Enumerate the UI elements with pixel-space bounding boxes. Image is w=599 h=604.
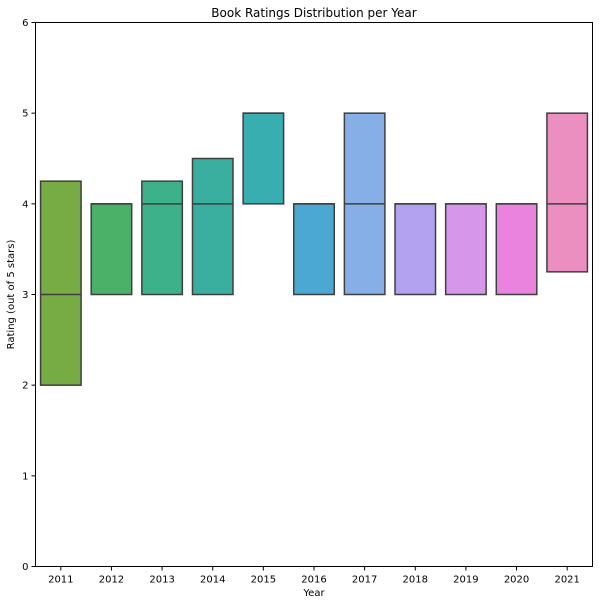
x-tick-label-2014: 2014: [200, 575, 225, 586]
box-2016: [292, 203, 336, 296]
x-tick-label-2016: 2016: [301, 575, 326, 586]
box-2021: [546, 112, 589, 273]
x-tick-label-2020: 2020: [504, 575, 529, 586]
y-tick-label: 3: [22, 290, 28, 301]
box-2019: [444, 203, 487, 296]
plot-frame: [35, 22, 593, 567]
boxes-layer: [39, 112, 589, 386]
y-tick-label: 5: [22, 109, 28, 120]
x-tick-label-2015: 2015: [251, 575, 276, 586]
y-tick-label: 1: [22, 471, 28, 482]
y-tick-label: 6: [22, 18, 28, 29]
x-axis: 2011 2012 2013 2014 2015 2016 2017 2018 2019 2020…: [48, 566, 580, 586]
x-tick-label-2012: 2012: [99, 575, 124, 586]
x-tick-label-2018: 2018: [403, 575, 428, 586]
x-tick-label-2021: 2021: [554, 575, 579, 586]
x-tick-label-2019: 2019: [453, 575, 478, 586]
box-2012: [90, 203, 133, 296]
box-2018: [394, 203, 437, 296]
box-2011: [39, 180, 82, 386]
y-axis-label: Rating (out of 5 stars): [6, 240, 17, 350]
x-tick-label-2013: 2013: [149, 575, 174, 586]
box-2015: [242, 112, 285, 205]
box-2020: [495, 203, 538, 296]
box-2013: [141, 180, 184, 296]
box-2014: [191, 157, 234, 296]
y-tick-label: 2: [22, 381, 28, 392]
x-axis-label: Year: [302, 588, 325, 599]
x-tick-label-2011: 2011: [48, 575, 73, 586]
y-axis: 0 1 2 3 4 5 6: [22, 18, 36, 573]
x-tick-label-2017: 2017: [352, 575, 377, 586]
chart-title: Book Ratings Distribution per Year: [211, 6, 416, 20]
y-tick-label: 0: [22, 562, 28, 573]
y-tick-label: 4: [22, 199, 28, 210]
